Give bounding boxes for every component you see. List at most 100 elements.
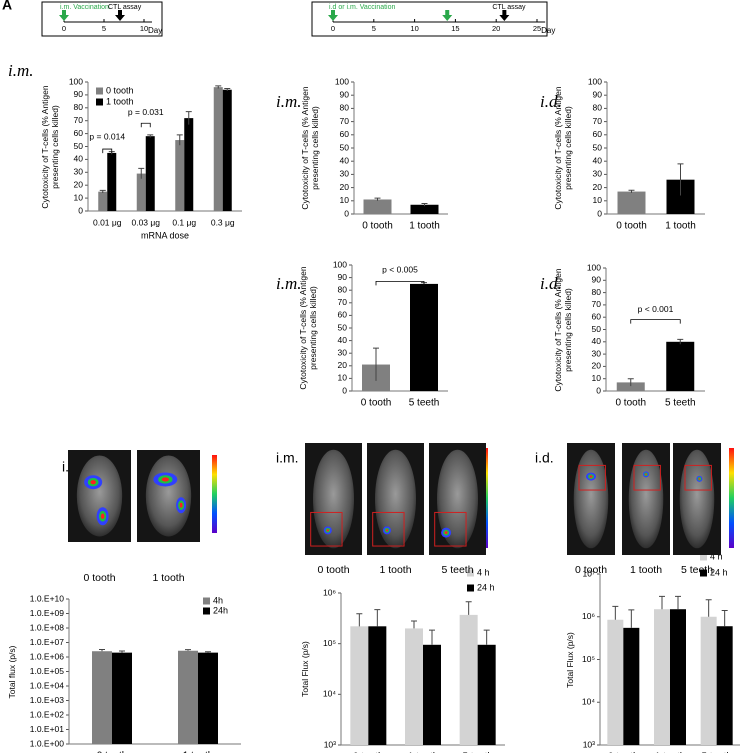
y-tick-label: 90: [592, 275, 602, 285]
y-tick-label: 0: [596, 385, 601, 395]
event-arrow: [328, 10, 338, 21]
mouse-body: [312, 449, 355, 549]
y-tick-label: 10: [74, 192, 84, 202]
x-tick-label: 0 tooth: [361, 398, 392, 409]
legend-label: 24h: [213, 605, 228, 615]
legend-label: 4 h: [477, 567, 490, 577]
error-bar: [429, 629, 435, 645]
y-tick-label: 50: [592, 324, 602, 334]
error-bar: [721, 610, 728, 627]
legend-swatch: [467, 584, 474, 592]
y-axis-label: Total Flux (p/s): [565, 631, 575, 688]
y-tick-label: 20: [593, 182, 603, 192]
color-scale: [729, 448, 734, 548]
y-tick-label: 0: [344, 208, 349, 218]
y-tick-label: 80: [74, 102, 84, 112]
legend-label: 0 tooth: [106, 85, 134, 95]
bar: [184, 118, 194, 211]
y-tick-label: 30: [74, 167, 84, 177]
bar: [92, 651, 112, 744]
y-tick-label: 10⁷: [582, 568, 595, 578]
y-tick-label: 80: [593, 103, 603, 113]
y-tick-label: 1.0.E+07: [30, 637, 65, 647]
event-label: i.m. Vaccination: [60, 4, 109, 11]
x-tick-label: 0.1 μg: [172, 217, 196, 227]
imaging-caption: 5 teeth: [681, 564, 713, 576]
error-bar: [705, 599, 712, 617]
y-tick-label: 70: [74, 115, 84, 125]
y-tick-label: 0: [597, 208, 602, 218]
y-axis-label: Cytotoxicity of T-cells (% Antigen prese…: [553, 86, 573, 210]
timeline-tick-label: 25: [533, 24, 541, 33]
error-bar: [374, 609, 381, 627]
event-arrow: [499, 10, 510, 21]
bar: [716, 626, 733, 745]
imaging-caption: 1 tooth: [630, 564, 662, 576]
error-bar: [411, 620, 417, 629]
error-bar: [612, 605, 619, 620]
timeline-tick-label: 0: [331, 24, 335, 33]
y-tick-label: 90: [74, 89, 84, 99]
imaging-caption: 0 tooth: [575, 564, 607, 576]
bar: [198, 652, 218, 744]
timeline-box: [41, 1, 163, 37]
timeline-tick-label: 20: [492, 24, 500, 33]
roi: [578, 464, 606, 491]
legend-label: 1 tooth: [106, 96, 134, 106]
y-tick-label: 10: [338, 373, 348, 383]
y-axis-label: Total flux (p/s): [7, 645, 17, 698]
x-tick-label: 0.01 μg: [93, 217, 122, 227]
x-tick-label: 5 teeth: [462, 752, 493, 753]
signal-blob-peak: [698, 477, 701, 480]
legend-label: 4 h: [710, 551, 723, 561]
bar: [607, 619, 624, 745]
bar: [617, 191, 646, 214]
x-axis-label: mRNA dose: [141, 230, 189, 240]
mouse-body: [374, 449, 417, 549]
color-scale: [212, 455, 217, 533]
timeline-tick-label: 5: [102, 24, 106, 33]
y-tick-label: 50: [593, 142, 603, 152]
signal-blob-peak: [326, 529, 329, 532]
y-tick-label: 20: [340, 182, 350, 192]
x-tick-label: 5 teeth: [409, 398, 440, 409]
signal-blob-peak: [385, 529, 389, 532]
mouse-body: [628, 449, 664, 549]
signal-blob-peak: [645, 473, 647, 476]
x-tick-label: 0 tooth: [362, 221, 393, 232]
error-bar: [465, 601, 472, 615]
p-value: p = 0.031: [128, 107, 164, 117]
bar: [178, 650, 198, 744]
bar: [459, 614, 478, 745]
x-tick-label: 1 tooth: [183, 751, 214, 753]
legend-swatch: [700, 553, 707, 561]
legend-label: 24 h: [710, 567, 728, 577]
y-tick-label: 30: [592, 348, 602, 358]
y-tick-label: 20: [338, 360, 348, 370]
error-bar: [138, 167, 145, 179]
y-tick-label: 1.0.E+08: [30, 622, 65, 632]
y-tick-label: 30: [593, 169, 603, 179]
timeline-tick-label: 10: [410, 24, 418, 33]
bar: [666, 341, 695, 391]
y-tick-label: 60: [340, 129, 350, 139]
y-tick-label: 50: [74, 141, 84, 151]
panel-label: A: [2, 0, 12, 13]
y-tick-label: 90: [340, 89, 350, 99]
error-bar: [374, 197, 381, 201]
y-tick-label: 10⁴: [323, 689, 336, 699]
y-tick-label: 1.0.E+06: [30, 651, 65, 661]
x-tick-label: 0 tooth: [97, 751, 128, 753]
y-tick-label: 40: [593, 155, 603, 165]
roi: [372, 511, 405, 547]
y-tick-label: 10⁵: [582, 654, 595, 664]
mouse-body: [679, 449, 715, 549]
y-tick-label: 10⁶: [582, 611, 595, 621]
error-bar: [628, 609, 635, 628]
imaging-caption: 5 teeth: [441, 564, 473, 576]
error-bar: [373, 347, 379, 381]
y-tick-label: 1.0.E+03: [30, 695, 65, 705]
bar: [107, 152, 117, 211]
imaging-caption: 1 tooth: [379, 564, 411, 576]
